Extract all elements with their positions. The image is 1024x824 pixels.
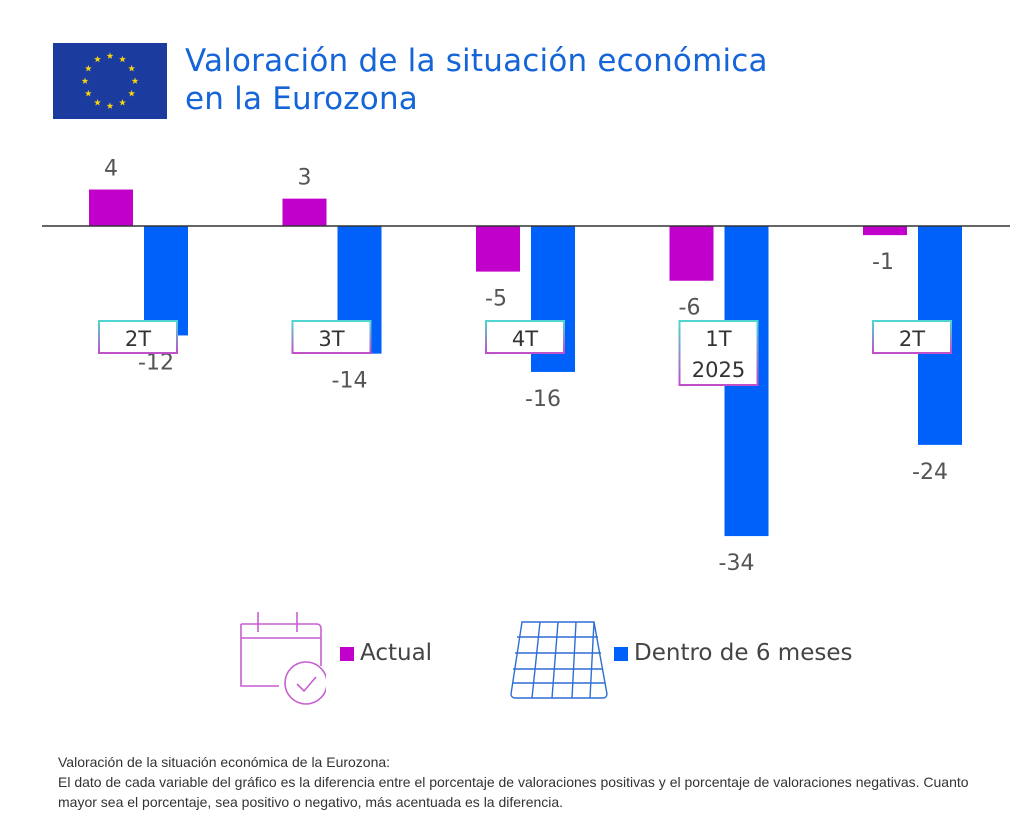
- category-label-box: [291, 320, 372, 354]
- calendar-grid-icon: [510, 621, 608, 699]
- calendar-check-icon: [240, 612, 326, 705]
- flag-star: [81, 77, 89, 84]
- data-label-future: -12: [138, 350, 174, 375]
- flag-star: [131, 77, 139, 84]
- data-label-actual: 4: [104, 157, 118, 182]
- flag-star: [106, 102, 114, 109]
- data-label-actual: -1: [872, 250, 894, 275]
- bar-actual: [89, 189, 133, 226]
- data-labels-layer: 4 -12 3 -14 -5 -16 -6 -34 -1 -24: [104, 157, 948, 577]
- category-label: 2T: [872, 320, 952, 354]
- flag-star: [94, 99, 101, 106]
- flag-star: [128, 89, 136, 97]
- data-label-future: -24: [912, 460, 948, 485]
- category-label-text: 1T: [705, 327, 731, 351]
- flag-star: [119, 55, 126, 63]
- category-label-box: [98, 320, 178, 354]
- eu-flag-icon: [53, 43, 167, 119]
- title-line-2: en la Eurozona: [185, 81, 418, 117]
- category-label-text: 2T: [125, 327, 151, 351]
- page-title: Valoración de la situación económica en …: [185, 42, 768, 118]
- flag-star: [106, 52, 114, 59]
- category-label-box: [872, 320, 952, 354]
- flag-star: [94, 55, 101, 63]
- category-label-text: 4T: [512, 327, 538, 351]
- footnote-heading: Valoración de la situación económica de …: [58, 754, 391, 770]
- eu-flag-stars: [81, 52, 139, 109]
- footnote: Valoración de la situación económica de …: [58, 752, 988, 812]
- legend-swatch-future: [614, 647, 628, 661]
- category-label: 1T 2025: [678, 320, 759, 386]
- category-label: 4T: [485, 320, 565, 354]
- bar-actual: [863, 226, 907, 236]
- data-label-future: -16: [525, 387, 561, 412]
- legend-label-future: Dentro de 6 meses: [634, 640, 853, 666]
- flag-star: [128, 64, 136, 72]
- category-label-box: [485, 320, 565, 354]
- legend-label-actual: Actual: [360, 640, 433, 666]
- legend-swatch-actual: [340, 647, 354, 661]
- title-line-1: Valoración de la situación económica: [185, 43, 768, 79]
- category-label-text: 2T: [899, 327, 925, 351]
- category-label: 3T: [291, 320, 372, 354]
- footnote-body: El dato de cada variable del gráfico es …: [58, 774, 969, 810]
- category-labels-layer: 2T 3T 4T 1T 2025 2T: [98, 320, 952, 386]
- bars-layer: [89, 189, 962, 537]
- data-label-actual: -5: [485, 287, 507, 312]
- category-label-box: [678, 320, 759, 386]
- legend-item-future: Dentro de 6 meses: [510, 610, 870, 700]
- legend-item-actual: Actual: [236, 610, 476, 705]
- bar-chart: 4 -12 3 -14 -5 -16 -6 -34 -1 -24 2T 3T 4T 1T 2025 2T: [42, 157, 1010, 577]
- bar-future: [144, 226, 188, 336]
- category-label-text: 3T: [318, 327, 344, 351]
- bar-actual: [282, 198, 327, 226]
- data-label-actual: -6: [679, 296, 701, 321]
- flag-star: [84, 89, 92, 97]
- category-label-text: 2025: [692, 358, 745, 382]
- data-label-actual: 3: [298, 166, 312, 191]
- flag-star: [84, 64, 92, 72]
- data-label-future: -14: [332, 369, 368, 394]
- category-label: 2T: [98, 320, 178, 354]
- flag-star: [119, 99, 126, 106]
- bar-actual: [669, 226, 714, 281]
- bar-actual: [476, 226, 520, 272]
- data-label-future: -34: [719, 551, 755, 576]
